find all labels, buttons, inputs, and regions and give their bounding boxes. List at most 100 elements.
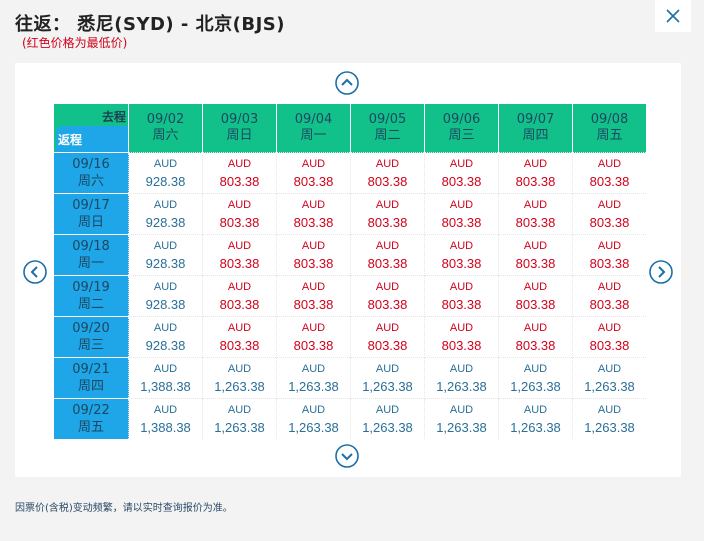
fare-cell[interactable]: AUD 803.38 — [498, 316, 573, 358]
scroll-down-button[interactable] — [335, 444, 359, 468]
fare-cell[interactable]: AUD 803.38 — [350, 193, 425, 235]
fare-currency: AUD — [153, 158, 178, 170]
depart-weekday: 周一 — [300, 128, 327, 143]
fare-cell[interactable]: AUD 803.38 — [202, 316, 277, 358]
depart-weekday: 周日 — [226, 128, 253, 143]
fare-cell[interactable]: AUD 803.38 — [498, 152, 573, 194]
fare-price: 928.38 — [145, 256, 186, 271]
fare-price: 803.38 — [515, 215, 556, 230]
fare-cell[interactable]: AUD 1,263.38 — [276, 398, 351, 439]
fare-currency: AUD — [227, 158, 252, 170]
fare-price: 803.38 — [589, 297, 630, 312]
fare-price: 1,388.38 — [140, 379, 191, 394]
depart-label: 去程 — [101, 110, 126, 124]
chevron-up-icon — [335, 71, 359, 95]
fare-cell[interactable]: AUD 803.38 — [572, 193, 646, 235]
fare-cell[interactable]: AUD 1,388.38 — [128, 357, 203, 399]
fare-cell[interactable]: AUD 803.38 — [276, 316, 351, 358]
fare-price: 803.38 — [441, 215, 482, 230]
fare-cell[interactable]: AUD 1,263.38 — [350, 357, 425, 399]
depart-date: 09/07 — [516, 112, 555, 127]
fare-price: 928.38 — [145, 174, 186, 189]
fare-price: 1,263.38 — [436, 420, 487, 435]
fare-currency: AUD — [523, 322, 548, 334]
fare-cell[interactable]: AUD 928.38 — [128, 275, 203, 317]
fare-cell[interactable]: AUD 928.38 — [128, 193, 203, 235]
fare-currency: AUD — [375, 158, 400, 170]
fare-cell[interactable]: AUD 803.38 — [424, 193, 499, 235]
fare-currency: AUD — [449, 199, 474, 211]
fare-currency: AUD — [227, 281, 252, 293]
fare-cell[interactable]: AUD 928.38 — [128, 234, 203, 276]
depart-date-header-row: 去程 返程 09/02 周六 09/03 周日 09/04 周一 09/05 周二 09… — [54, 104, 646, 153]
fare-price: 1,263.38 — [510, 379, 561, 394]
fare-cell[interactable]: AUD 803.38 — [572, 152, 646, 194]
scroll-up-button[interactable] — [335, 71, 359, 95]
fare-price: 803.38 — [293, 215, 334, 230]
fare-cell[interactable]: AUD 928.38 — [128, 316, 203, 358]
fare-cell[interactable]: AUD 803.38 — [424, 152, 499, 194]
fare-cell[interactable]: AUD 1,263.38 — [276, 357, 351, 399]
fare-cell[interactable]: AUD 803.38 — [424, 275, 499, 317]
fare-cell[interactable]: AUD 803.38 — [276, 193, 351, 235]
return-date: 09/16 — [72, 157, 110, 172]
fare-currency: AUD — [597, 281, 622, 293]
fare-currency: AUD — [523, 363, 548, 375]
fare-cell[interactable]: AUD 1,388.38 — [128, 398, 203, 439]
fare-cell[interactable]: AUD 928.38 — [128, 152, 203, 194]
fare-cell[interactable]: AUD 803.38 — [572, 275, 646, 317]
fare-cell[interactable]: AUD 803.38 — [276, 234, 351, 276]
fare-cell[interactable]: AUD 1,263.38 — [572, 357, 646, 399]
fare-disclaimer: 因票价(含税)变动频繁，请以实时查询报价为准。 — [15, 503, 233, 514]
return-date-row: 09/20 周三 AUD 928.38 AUD 803.38 AUD 803.38 AUD 803… — [54, 316, 646, 358]
scroll-right-button[interactable] — [649, 260, 673, 284]
fare-cell[interactable]: AUD 1,263.38 — [202, 357, 277, 399]
fare-cell[interactable]: AUD 803.38 — [350, 316, 425, 358]
close-button[interactable] — [655, 0, 691, 32]
fare-cell[interactable]: AUD 803.38 — [350, 234, 425, 276]
fare-price: 803.38 — [219, 174, 260, 189]
fare-currency: AUD — [153, 240, 178, 252]
fare-cell[interactable]: AUD 803.38 — [350, 152, 425, 194]
fare-cell[interactable]: AUD 803.38 — [498, 193, 573, 235]
fare-cell[interactable]: AUD 803.38 — [424, 234, 499, 276]
fare-price: 1,263.38 — [288, 420, 339, 435]
depart-date: 09/03 — [220, 112, 259, 127]
fare-cell[interactable]: AUD 803.38 — [276, 152, 351, 194]
fare-cell[interactable]: AUD 1,263.38 — [350, 398, 425, 439]
fare-cell[interactable]: AUD 1,263.38 — [572, 398, 646, 439]
fare-cell[interactable]: AUD 803.38 — [498, 275, 573, 317]
fare-cell[interactable]: AUD 803.38 — [202, 193, 277, 235]
fare-price: 1,388.38 — [140, 420, 191, 435]
fare-cell[interactable]: AUD 803.38 — [572, 234, 646, 276]
fare-cell[interactable]: AUD 803.38 — [350, 275, 425, 317]
return-weekday: 周一 — [77, 256, 104, 271]
depart-date: 09/02 — [146, 112, 185, 127]
fare-currency: AUD — [449, 240, 474, 252]
fare-currency: AUD — [449, 322, 474, 334]
fare-price: 803.38 — [589, 215, 630, 230]
fare-currency: AUD — [597, 158, 622, 170]
fare-currency: AUD — [449, 404, 474, 416]
fare-price: 1,263.38 — [584, 420, 635, 435]
scroll-left-button[interactable] — [23, 260, 47, 284]
depart-date: 09/06 — [442, 112, 481, 127]
depart-date-col: 09/07 周四 — [498, 104, 573, 153]
fare-cell[interactable]: AUD 803.38 — [572, 316, 646, 358]
fare-cell[interactable]: AUD 1,263.38 — [202, 398, 277, 439]
fare-cell[interactable]: AUD 803.38 — [498, 234, 573, 276]
return-date-row: 09/18 周一 AUD 928.38 AUD 803.38 AUD 803.38 AUD 803… — [54, 234, 646, 276]
return-date: 09/17 — [72, 198, 110, 213]
close-icon — [666, 9, 680, 23]
fare-cell[interactable]: AUD 1,263.38 — [424, 357, 499, 399]
fare-cell[interactable]: AUD 803.38 — [202, 152, 277, 194]
fare-cell[interactable]: AUD 1,263.38 — [498, 357, 573, 399]
fare-cell[interactable]: AUD 803.38 — [202, 275, 277, 317]
fare-cell[interactable]: AUD 1,263.38 — [498, 398, 573, 439]
return-date: 09/22 — [72, 403, 110, 418]
fare-cell[interactable]: AUD 803.38 — [276, 275, 351, 317]
fare-cell[interactable]: AUD 803.38 — [424, 316, 499, 358]
fare-cell[interactable]: AUD 803.38 — [202, 234, 277, 276]
fare-cell[interactable]: AUD 1,263.38 — [424, 398, 499, 439]
fare-currency: AUD — [449, 363, 474, 375]
